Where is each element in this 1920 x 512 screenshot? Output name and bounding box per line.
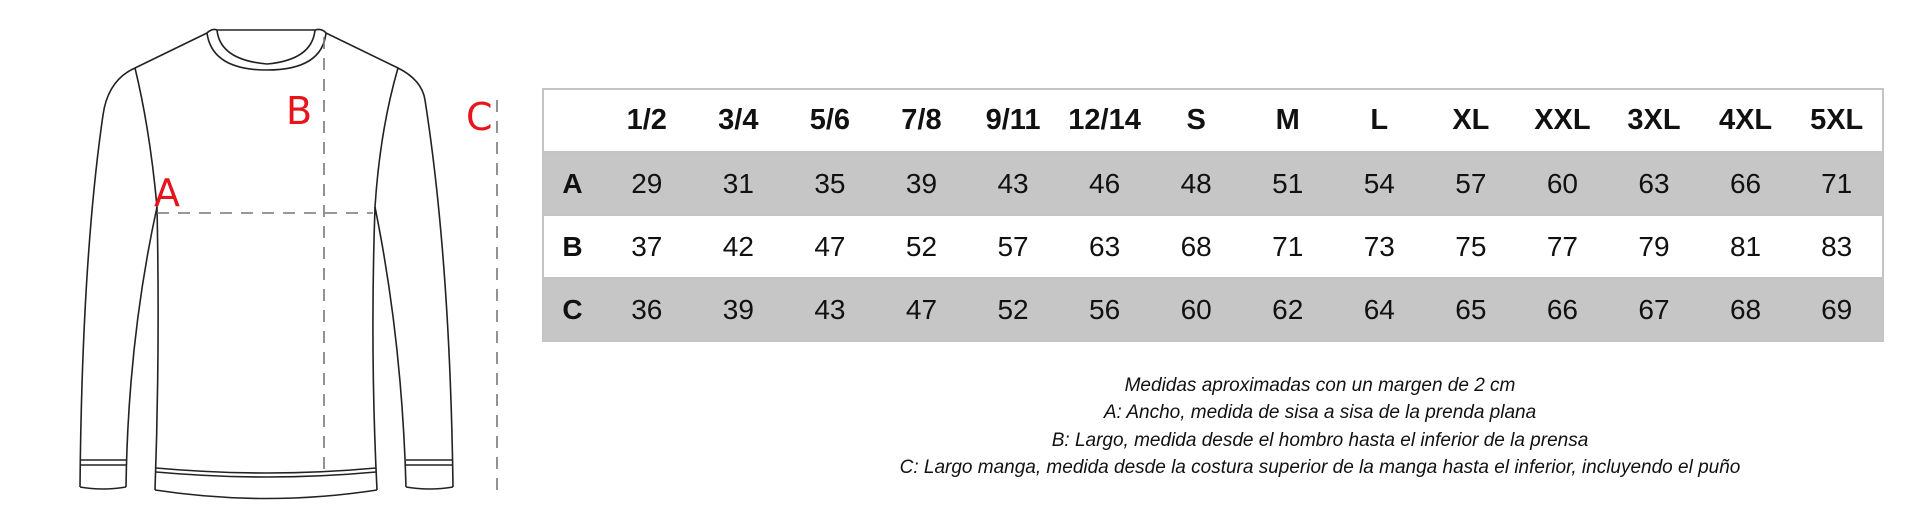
- size-header: 12/14: [1068, 104, 1141, 136]
- size-header: 5/6: [809, 104, 851, 136]
- corner-cell: [543, 89, 601, 152]
- measurement-cell: 71: [1272, 230, 1304, 262]
- measurement-cell: 67: [1638, 293, 1670, 325]
- table-row-b: B 37 42 47 52 57 63 68 71 73 75 77 79 81 83: [543, 215, 1883, 278]
- notes: Medidas aproximadas con un margen de 2 c…: [880, 372, 1760, 481]
- measurement-cell: 79: [1638, 230, 1670, 262]
- size-header: 1/2: [626, 104, 667, 136]
- size-header: 3/4: [718, 104, 759, 136]
- measurement-cell: 42: [722, 230, 754, 262]
- measurement-cell: 31: [722, 167, 754, 199]
- measurement-cell: 54: [1363, 167, 1395, 199]
- measurement-cell: 60: [1180, 293, 1212, 325]
- measurement-cell: 66: [1546, 293, 1578, 325]
- measurement-cell: 39: [905, 167, 938, 199]
- measurement-cell: 29: [631, 167, 663, 199]
- measurement-cell: 57: [1455, 167, 1487, 199]
- measurement-cell: 64: [1363, 293, 1395, 325]
- measurement-cell: 39: [722, 293, 754, 325]
- measurement-cell: 46: [1089, 167, 1121, 199]
- measurement-cell: 60: [1546, 167, 1578, 199]
- table-row-c: C 36 39 43 47 52 56 60 62 64 65 66 67 68 69: [543, 278, 1883, 341]
- label-a: A: [154, 171, 180, 215]
- size-header: M: [1275, 104, 1300, 136]
- size-header: 3XL: [1627, 104, 1681, 136]
- measurement-cell: 75: [1455, 230, 1487, 262]
- table-row-a: A 29 31 35 39 43 46 48 51 54 57 60 63 66 71: [543, 152, 1883, 215]
- size-header: L: [1370, 104, 1389, 136]
- measurement-cell: 36: [631, 293, 663, 325]
- measurement-cell: 43: [814, 293, 846, 325]
- measurement-cell: 51: [1272, 167, 1304, 199]
- size-header: XL: [1452, 104, 1490, 136]
- measurement-cell: 35: [814, 167, 846, 199]
- measurement-cell: 62: [1272, 293, 1304, 325]
- measurement-cell: 63: [1638, 167, 1670, 199]
- label-b: B: [286, 89, 313, 133]
- measurement-cell: 52: [997, 293, 1029, 325]
- size-header: 9/11: [985, 104, 1041, 136]
- measurement-cell: 81: [1729, 230, 1762, 262]
- measurement-cell: 77: [1546, 230, 1578, 262]
- measurement-cell: 63: [1089, 230, 1121, 262]
- sweater-diagram: [79, 28, 498, 500]
- size-header: S: [1186, 104, 1206, 136]
- measurement-cell: 52: [905, 230, 938, 262]
- note-b: B: Largo, medida desde el hombro hasta e…: [1051, 429, 1589, 451]
- measurement-cell: 65: [1455, 293, 1487, 325]
- size-header: 7/8: [901, 104, 942, 136]
- measurement-cell: 47: [905, 293, 938, 325]
- measurement-cell: 48: [1180, 167, 1212, 199]
- row-label: C: [562, 293, 583, 325]
- measurement-cell: 68: [1729, 293, 1762, 325]
- row-label: A: [562, 167, 583, 199]
- note-margin: Medidas aproximadas con un margen de 2 c…: [1124, 375, 1516, 396]
- row-label: B: [562, 230, 583, 262]
- sweater-outline: [79, 28, 454, 500]
- measurement-cell: 47: [814, 230, 846, 262]
- size-table: 1/2 3/4 5/6 7/8 9/11 12/14 S M L XL XXL …: [542, 88, 1884, 342]
- measurement-cell: 37: [631, 230, 663, 262]
- measurement-cell: 83: [1821, 230, 1853, 262]
- measurement-cell: 68: [1180, 230, 1212, 262]
- measurement-cell: 56: [1089, 293, 1121, 325]
- measurement-cell: 73: [1363, 230, 1395, 262]
- note-c: C: Largo manga, medida desde la costura …: [899, 456, 1741, 478]
- size-header: 4XL: [1718, 104, 1773, 136]
- measurement-cell: 69: [1821, 293, 1853, 325]
- size-header: 5XL: [1810, 104, 1864, 136]
- measurement-cell: 43: [997, 167, 1029, 199]
- measurement-cell: 71: [1821, 167, 1853, 199]
- measurement-cell: 66: [1729, 167, 1762, 199]
- note-a: A: Ancho, medida de sisa a sisa de la pr…: [1103, 402, 1537, 424]
- label-c: C: [466, 95, 493, 139]
- measurement-cell: 57: [997, 230, 1029, 262]
- size-header: XXL: [1534, 104, 1591, 136]
- header-row: 1/2 3/4 5/6 7/8 9/11 12/14 S M L XL XXL …: [543, 89, 1883, 152]
